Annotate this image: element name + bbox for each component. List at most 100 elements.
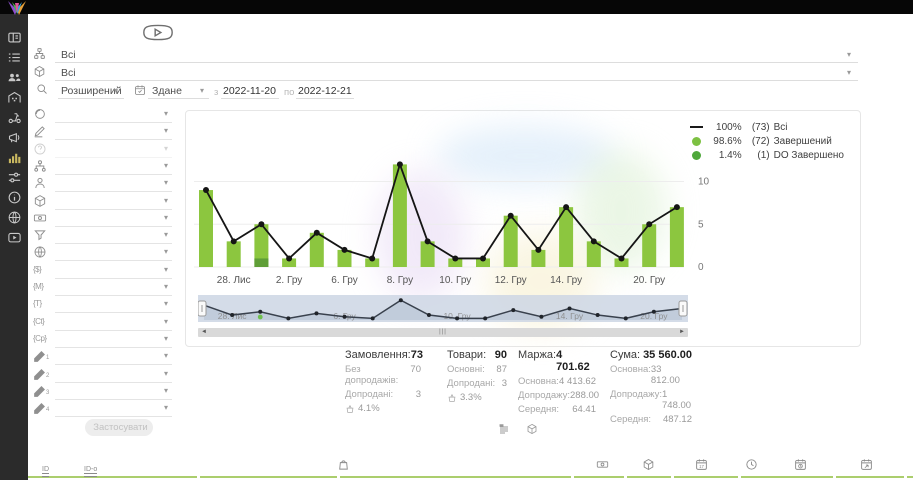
chevron-down-icon[interactable]: ▾ xyxy=(163,230,168,240)
line-point-9[interactable] xyxy=(452,255,459,262)
chevron-down-icon[interactable]: ▾ xyxy=(163,212,168,222)
bar-day-1[interactable] xyxy=(226,241,241,267)
line-point-6[interactable] xyxy=(369,255,376,262)
search-mode-select[interactable]: Розширений xyxy=(61,85,122,97)
chevron-down-icon[interactable]: ▾ xyxy=(163,316,168,326)
filter-select-underline[interactable] xyxy=(55,208,172,210)
category-filter-select[interactable]: Всі xyxy=(61,49,76,61)
bar-day-11[interactable] xyxy=(503,215,518,267)
date-type-select[interactable]: Здане xyxy=(152,85,182,97)
sidebar-item-delivery[interactable] xyxy=(7,110,22,125)
sidebar-item-dashboard[interactable] xyxy=(7,30,22,45)
line-point-15[interactable] xyxy=(618,255,625,262)
chevron-down-icon[interactable]: ▾ xyxy=(163,385,168,395)
chevron-down-icon[interactable]: ▾ xyxy=(163,143,168,153)
chevron-down-icon[interactable]: ▾ xyxy=(163,282,168,291)
bar-day-4[interactable] xyxy=(309,232,324,267)
line-point-10[interactable] xyxy=(480,255,486,262)
filter-select-underline[interactable] xyxy=(55,416,172,418)
line-point-17[interactable] xyxy=(673,204,680,211)
date-to-input[interactable]: 2022-12-21 xyxy=(298,85,352,97)
bag-icon[interactable] xyxy=(337,458,350,471)
chevron-down-icon[interactable]: ▾ xyxy=(163,403,168,413)
sidebar-item-video[interactable] xyxy=(7,230,22,245)
sidebar-item-analytics[interactable] xyxy=(7,150,22,165)
chevron-down-icon[interactable]: ▾ xyxy=(163,299,168,309)
line-point-16[interactable] xyxy=(646,221,653,228)
id-o-icon[interactable]: ID-o xyxy=(84,458,98,479)
chevron-down-icon[interactable]: ▾ xyxy=(163,195,168,205)
bar-day-16[interactable] xyxy=(642,224,657,267)
line-point-14[interactable] xyxy=(590,238,597,245)
filter-select-underline[interactable] xyxy=(55,312,172,314)
filter-select-underline[interactable] xyxy=(55,156,172,158)
cube-icon[interactable] xyxy=(526,423,538,435)
sidebar-item-megaphone[interactable] xyxy=(7,130,22,145)
brush-handle-right[interactable] xyxy=(678,300,688,317)
chevron-down-icon[interactable]: ▾ xyxy=(163,333,168,343)
date-from-input[interactable]: 2022-11-20 xyxy=(223,85,276,97)
line-point-13[interactable] xyxy=(563,204,570,211)
calendar-arrow-icon[interactable] xyxy=(860,458,873,471)
filter-select-underline[interactable] xyxy=(55,277,172,279)
bar-day-2[interactable] xyxy=(254,224,269,267)
filter-select-underline[interactable] xyxy=(55,364,172,366)
scroll-left-icon[interactable]: ◄ xyxy=(201,329,207,335)
chevron-down-icon[interactable]: ▾ xyxy=(163,126,168,136)
chevron-down-icon[interactable]: ▾ xyxy=(114,86,119,95)
chevron-down-icon[interactable]: ▾ xyxy=(163,351,168,361)
sidebar-item-warehouse[interactable] xyxy=(7,90,22,105)
chart-brush[interactable]: 28. Лис 6. Гру 10. Гру 14. Гру 20. Гру xyxy=(198,295,688,326)
calendar-clock-icon[interactable] xyxy=(794,458,807,471)
chevron-down-icon[interactable]: ▾ xyxy=(163,160,168,170)
filter-select-underline[interactable] xyxy=(55,295,172,296)
bar-day-14[interactable] xyxy=(586,241,601,267)
filter-select-underline[interactable] xyxy=(55,225,172,227)
clock-icon[interactable] xyxy=(745,458,758,471)
chart-scrollbar[interactable]: ◄ ||| ► xyxy=(198,328,688,337)
apply-button[interactable]: Застосувати xyxy=(85,419,153,436)
filter-select-underline[interactable] xyxy=(55,173,172,175)
line-point-7[interactable] xyxy=(396,161,403,168)
product-filter-select[interactable]: Всі xyxy=(61,67,76,79)
line-point-11[interactable] xyxy=(507,212,514,219)
video-tutorial-icon[interactable] xyxy=(141,24,175,46)
bar-day-9[interactable] xyxy=(448,258,463,267)
filter-select-underline[interactable] xyxy=(55,346,172,348)
legend-item-2[interactable]: 1.4% (1) DO Завершено xyxy=(690,148,844,162)
chevron-down-icon[interactable]: ▾ xyxy=(163,109,168,118)
line-point-5[interactable] xyxy=(341,246,348,253)
filter-select-underline[interactable] xyxy=(55,329,172,331)
bar-day-0[interactable] xyxy=(199,190,213,267)
bar-day-17[interactable] xyxy=(669,207,684,267)
line-point-1[interactable] xyxy=(230,238,237,245)
bar-day-5[interactable] xyxy=(337,249,352,267)
bar-day-15[interactable] xyxy=(614,258,629,267)
sidebar-item-globe[interactable] xyxy=(7,210,22,225)
legend-item-1[interactable]: 98.6% (72) Завершений xyxy=(690,134,844,148)
bar-day-12[interactable] xyxy=(531,249,546,267)
filter-select-underline[interactable] xyxy=(55,398,172,400)
chevron-down-icon[interactable]: ▾ xyxy=(163,264,168,274)
list-flag-icon[interactable] xyxy=(498,423,510,435)
chevron-down-icon[interactable]: ▾ xyxy=(163,178,168,188)
app-logo-icon[interactable] xyxy=(5,0,29,17)
id-eq-icon[interactable]: ID xyxy=(42,458,49,479)
bar-day-6[interactable] xyxy=(365,258,380,267)
cube-icon[interactable] xyxy=(642,458,655,471)
bar-day-3[interactable] xyxy=(282,258,297,267)
search-icon[interactable] xyxy=(36,83,48,95)
line-point-0[interactable] xyxy=(203,187,209,194)
scroll-grip[interactable]: ||| xyxy=(439,329,447,335)
filter-select-underline[interactable] xyxy=(55,260,172,262)
chevron-down-icon[interactable]: ▾ xyxy=(847,50,852,59)
scroll-right-icon[interactable]: ► xyxy=(679,329,685,335)
bar-day-10[interactable] xyxy=(476,258,490,267)
legend-item-0[interactable]: 100% (73) Всі xyxy=(690,120,844,134)
line-point-4[interactable] xyxy=(313,229,320,236)
brush-handle-left[interactable] xyxy=(198,300,207,317)
filter-select-underline[interactable] xyxy=(55,381,172,383)
sidebar-item-sliders[interactable] xyxy=(7,170,22,185)
line-point-3[interactable] xyxy=(286,255,293,262)
sidebar-item-users[interactable] xyxy=(7,70,22,85)
